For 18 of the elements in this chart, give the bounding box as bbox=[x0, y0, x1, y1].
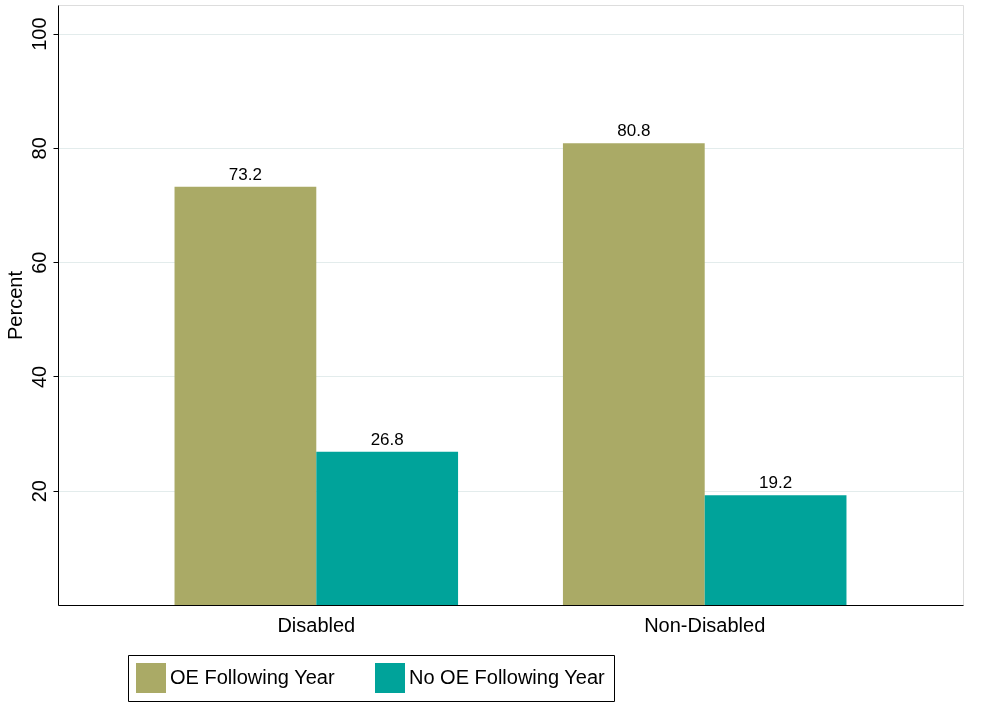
data-label: 19.2 bbox=[759, 473, 793, 493]
y-tick-label: 20 bbox=[27, 480, 50, 503]
bar bbox=[704, 495, 847, 605]
data-label: 80.8 bbox=[617, 121, 651, 141]
legend-label: No OE Following Year bbox=[409, 666, 605, 688]
y-tick-label: 80 bbox=[27, 137, 50, 160]
bar bbox=[562, 143, 705, 605]
x-tick-label: Non-Disabled bbox=[644, 613, 766, 636]
legend-label: OE Following Year bbox=[170, 666, 335, 688]
data-label: 73.2 bbox=[228, 164, 262, 184]
x-tick-label: Disabled bbox=[277, 613, 356, 636]
y-axis-title: Percent bbox=[3, 270, 26, 340]
y-tick-label: 100 bbox=[27, 17, 50, 51]
y-tick-label: 40 bbox=[27, 365, 50, 389]
bar bbox=[174, 186, 317, 605]
data-label: 26.8 bbox=[370, 429, 404, 449]
y-tick-label: 60 bbox=[27, 251, 50, 274]
bar bbox=[316, 451, 459, 605]
